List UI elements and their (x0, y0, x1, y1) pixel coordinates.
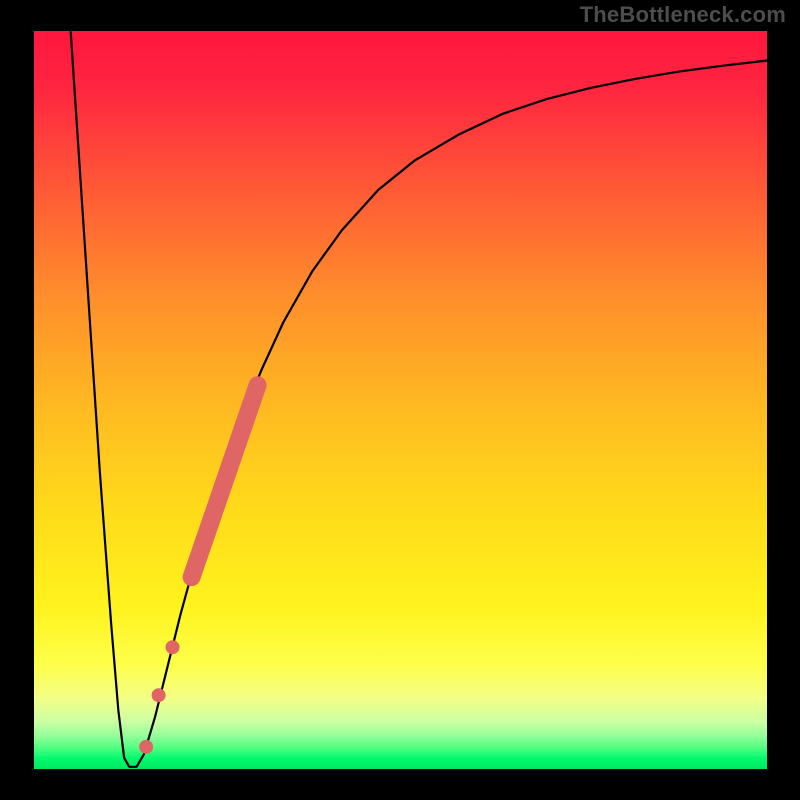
frame-border (0, 769, 800, 800)
highlight-dot (166, 640, 180, 654)
frame-border (0, 0, 34, 800)
chart-svg (0, 0, 800, 800)
highlight-dot (152, 688, 166, 702)
plot-background (34, 31, 767, 769)
highlight-dot (139, 740, 153, 754)
frame-border (767, 0, 800, 800)
frame-border (0, 0, 800, 31)
chart-container: TheBottleneck.com (0, 0, 800, 800)
